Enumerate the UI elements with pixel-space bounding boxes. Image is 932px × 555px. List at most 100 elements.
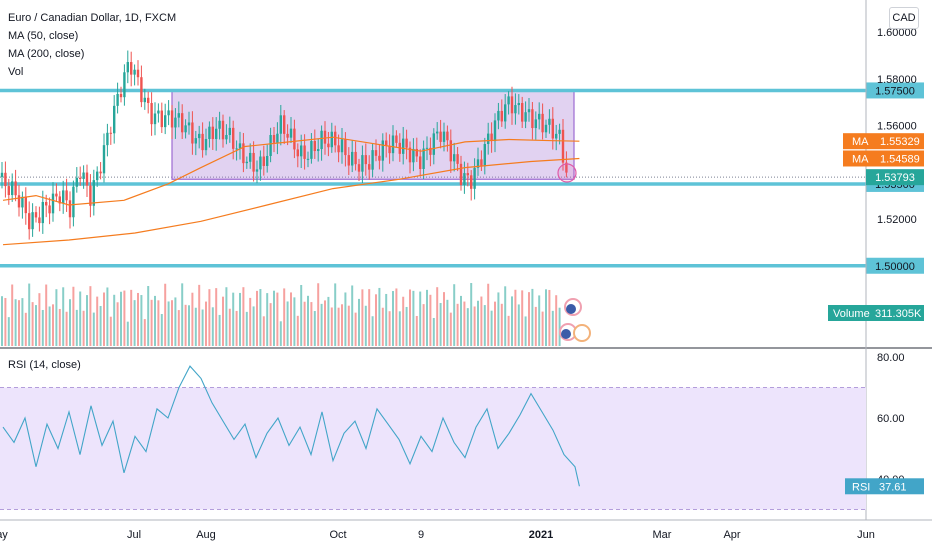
volume-bar [283, 288, 286, 346]
volume-bar [415, 315, 418, 346]
candle-body [181, 113, 184, 133]
volume-bar [531, 288, 534, 346]
volume-bar [490, 310, 493, 346]
candle-body [385, 140, 388, 146]
volume-bar [371, 316, 374, 346]
candle-body [126, 62, 129, 73]
symbol-title[interactable]: Euro / Canadian Dollar, 1D, FXCM [8, 12, 177, 24]
candle-body [361, 155, 364, 172]
volume-bar [436, 287, 439, 346]
volume-bar [24, 312, 27, 346]
volume-bar [75, 309, 78, 346]
candle-body [55, 193, 58, 197]
time-axis[interactable]: ay Jul Aug Oct 9 2021 Mar Apr Jun [0, 519, 932, 541]
rsi-line [2, 365, 580, 487]
volume-bar [89, 286, 92, 346]
candle-body [160, 110, 163, 128]
volume-bar [259, 289, 262, 346]
volume-bar [480, 296, 483, 346]
candle-body [453, 154, 456, 162]
ma200-legend[interactable]: MA (200, close) [8, 48, 85, 60]
volume-bar [341, 304, 343, 346]
price-axis[interactable]: 1.60000 1.58000 1.56000 1.52000 [877, 27, 917, 226]
candle-body [191, 122, 194, 144]
volume-bar [483, 305, 486, 346]
candle-body [296, 149, 299, 157]
ma-tag-name: MA [852, 153, 869, 165]
candle-body [238, 143, 242, 149]
currency-button[interactable]: CAD [889, 7, 919, 29]
volume-bar [106, 287, 109, 346]
candle-body [113, 105, 116, 134]
candle-body [514, 105, 517, 114]
candle-body [334, 131, 337, 146]
candle-body [187, 122, 191, 126]
candle-body [204, 138, 208, 151]
candle-body [466, 173, 469, 176]
volume-bar [327, 296, 330, 346]
volume-bar [555, 295, 558, 346]
volume-bar [18, 300, 20, 346]
candle-body [252, 152, 255, 172]
volume-bar [133, 300, 136, 346]
volume-bar [116, 302, 119, 346]
vol-legend[interactable]: Vol [8, 66, 24, 78]
rsi-tag-value: 37.61 [879, 481, 907, 493]
volume-bar [524, 316, 527, 346]
volume-bar [262, 316, 265, 346]
highlight-circle [557, 163, 577, 183]
volume-bar [446, 299, 449, 346]
volume-bar [245, 311, 248, 346]
volume-bar [545, 289, 547, 346]
candle-body [300, 145, 303, 157]
volume-bar [286, 301, 289, 346]
event-icon[interactable] [573, 324, 591, 342]
candle-body [456, 154, 459, 164]
candle-body [327, 143, 330, 148]
volume-bar [1, 296, 3, 346]
ma50-legend[interactable]: MA (50, close) [8, 30, 79, 42]
candle-body [153, 113, 157, 125]
volume-bar [58, 308, 61, 346]
candle-body [432, 133, 435, 155]
candle-body [337, 145, 340, 153]
volume-bar [242, 287, 245, 346]
ma50-line [2, 136, 580, 206]
candle-body [473, 167, 476, 189]
volume-bar [388, 311, 391, 346]
volume-bar [7, 317, 10, 346]
rsi-tick-label: 60.00 [877, 413, 905, 425]
candle-body [538, 113, 541, 120]
candle-body [442, 131, 446, 142]
candle-body [483, 143, 486, 167]
chart-legend[interactable]: Euro / Canadian Dollar, 1D, FXCM MA (50,… [8, 9, 176, 81]
volume-bar [147, 286, 150, 346]
candle-body [357, 164, 361, 172]
rsi-legend[interactable]: RSI (14, close) [8, 359, 81, 371]
volume-bar [395, 288, 398, 346]
candle-body [517, 103, 520, 106]
ma200-line [2, 157, 580, 246]
volume-bar [130, 289, 133, 346]
price-tick-label: 1.60000 [877, 27, 917, 39]
candle-body [276, 133, 279, 143]
volume-bar [385, 293, 388, 346]
candle-body [395, 135, 398, 143]
candle-body [34, 212, 38, 218]
volume-bar [381, 307, 384, 346]
candle-body [17, 195, 21, 208]
volume-bar [514, 289, 517, 346]
candle-body [221, 120, 225, 140]
event-icons[interactable] [559, 298, 591, 342]
candle-body [422, 148, 425, 170]
candle-body [130, 62, 133, 75]
volume-bar [313, 311, 316, 346]
candle-body [269, 134, 272, 156]
volume-bar [507, 315, 510, 346]
candle-body [102, 145, 106, 174]
candle-body [245, 161, 248, 164]
candle-body [344, 139, 347, 156]
volume-bar [276, 292, 279, 346]
